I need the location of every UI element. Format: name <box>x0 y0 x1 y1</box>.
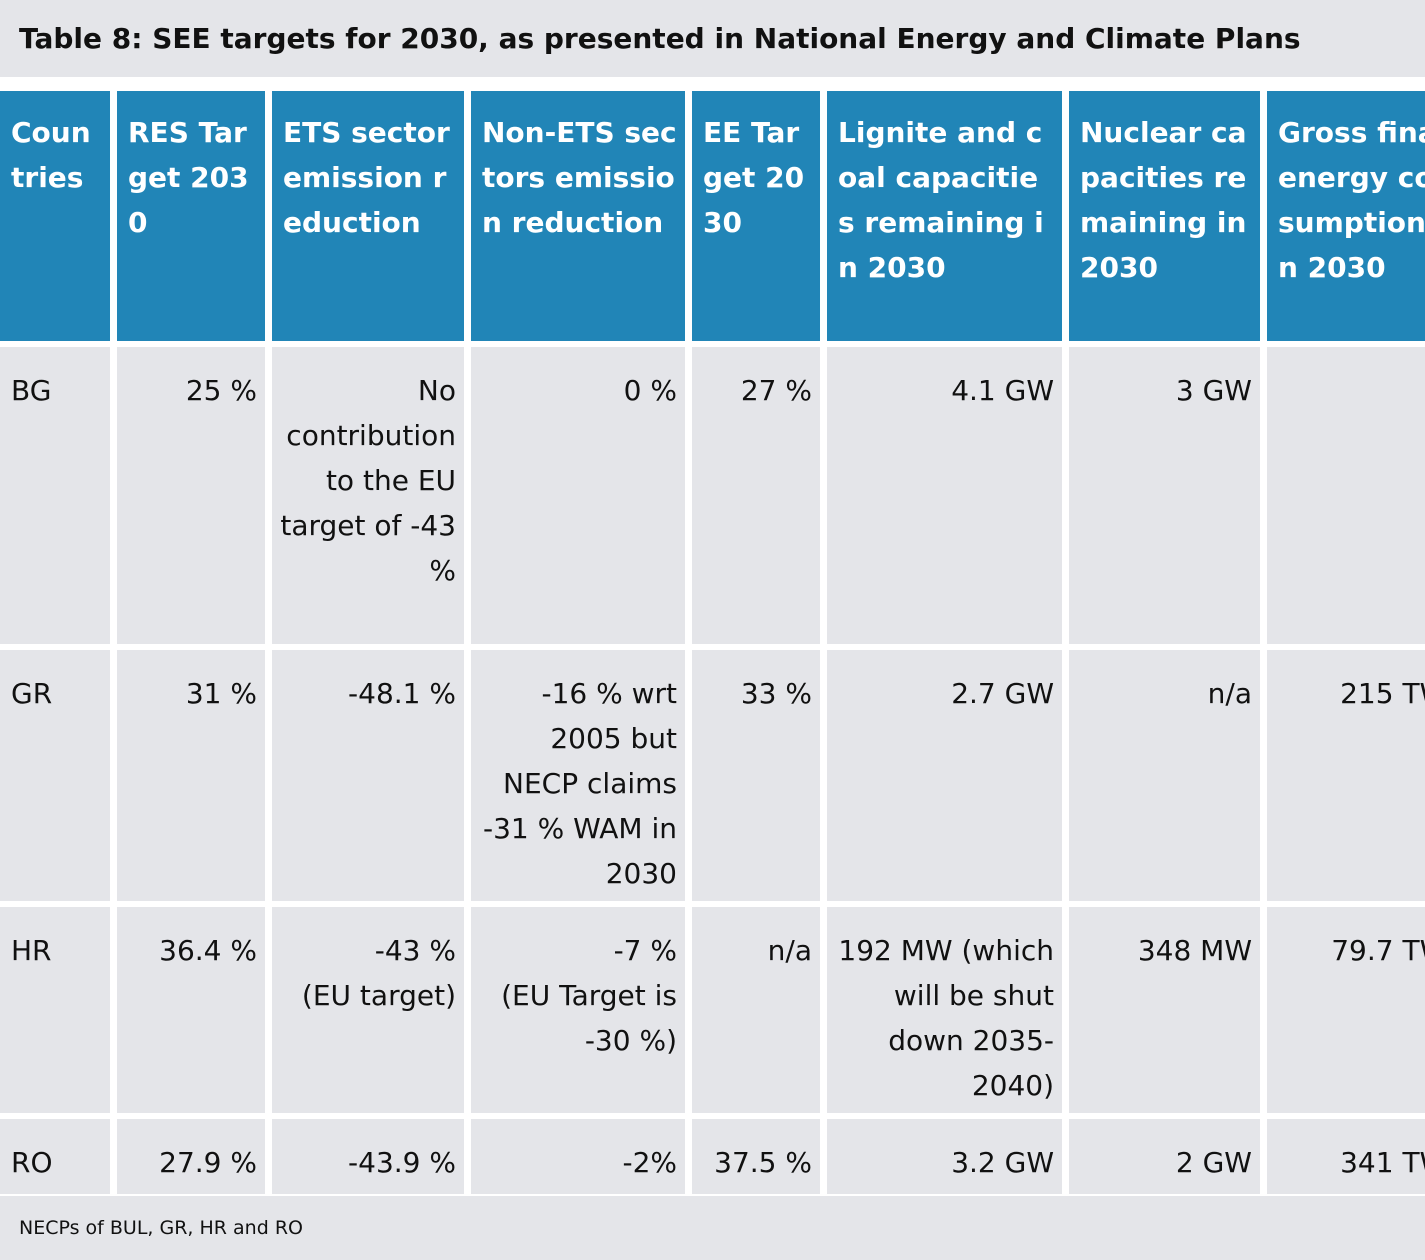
header-nuclear: Nuclear capacities remaining in 2030 <box>1069 91 1260 341</box>
consumption-cell: 215 TWh <box>1267 650 1425 901</box>
coal-cell: 2.7 GW <box>827 650 1062 901</box>
targets-table: Coun tries RES Target 2030 ETS sector em… <box>0 85 1425 1200</box>
table-row: BG 25 % No contribution to the EU target… <box>0 347 1425 644</box>
non-ets-cell: -16 % wrt 2005 but NECP claims -31 % WAM… <box>471 650 685 901</box>
consumption-cell: 79.7 TWh <box>1267 907 1425 1113</box>
res-cell: 31 % <box>117 650 265 901</box>
header-countries: Coun tries <box>0 91 110 341</box>
ets-cell: -48.1 % <box>272 650 464 901</box>
table-title: Table 8: SEE targets for 2030, as presen… <box>0 0 1425 77</box>
country-cell: RO <box>0 1119 110 1194</box>
consumption-cell: 341 TWh <box>1267 1119 1425 1194</box>
header-row: Coun tries RES Target 2030 ETS sector em… <box>0 91 1425 341</box>
nuclear-cell: 3 GW <box>1069 347 1260 644</box>
ee-cell: 33 % <box>692 650 820 901</box>
header-res-target: RES Target 2030 <box>117 91 265 341</box>
ets-cell: No contribution to the EU target of -43 … <box>272 347 464 644</box>
country-cell: GR <box>0 650 110 901</box>
header-lignite-coal: Lignite and coal capacities remaining in… <box>827 91 1062 341</box>
consumption-cell <box>1267 347 1425 644</box>
header-gross-consumption: Gross final energy consumption in 2030 <box>1267 91 1425 341</box>
header-ee-target: EE Target 2030 <box>692 91 820 341</box>
non-ets-cell: -7 % (EU Target is -30 %) <box>471 907 685 1113</box>
non-ets-cell: -2% <box>471 1119 685 1194</box>
nuclear-cell: 2 GW <box>1069 1119 1260 1194</box>
res-cell: 36.4 % <box>117 907 265 1113</box>
table-row: GR 31 % -48.1 % -16 % wrt 2005 but NECP … <box>0 650 1425 901</box>
coal-cell: 4.1 GW <box>827 347 1062 644</box>
coal-cell: 3.2 GW <box>827 1119 1062 1194</box>
table-row: RO 27.9 % -43.9 % -2% 37.5 % 3.2 GW 2 GW… <box>0 1119 1425 1194</box>
ee-cell: n/a <box>692 907 820 1113</box>
country-cell: BG <box>0 347 110 644</box>
ets-cell: -43.9 % <box>272 1119 464 1194</box>
res-cell: 27.9 % <box>117 1119 265 1194</box>
table-row: HR 36.4 % -43 % (EU target) -7 % (EU Tar… <box>0 907 1425 1113</box>
nuclear-cell: n/a <box>1069 650 1260 901</box>
ets-cell: -43 % (EU target) <box>272 907 464 1113</box>
ee-cell: 37.5 % <box>692 1119 820 1194</box>
ee-cell: 27 % <box>692 347 820 644</box>
coal-cell: 192 MW (which will be shut down 2035-204… <box>827 907 1062 1113</box>
source-note: NECPs of BUL, GR, HR and RO <box>0 1196 1425 1260</box>
header-ets-reduction: ETS sector emission reduction <box>272 91 464 341</box>
country-cell: HR <box>0 907 110 1113</box>
non-ets-cell: 0 % <box>471 347 685 644</box>
nuclear-cell: 348 MW <box>1069 907 1260 1113</box>
res-cell: 25 % <box>117 347 265 644</box>
header-non-ets-reduction: Non-ETS sectors emission reduction <box>471 91 685 341</box>
